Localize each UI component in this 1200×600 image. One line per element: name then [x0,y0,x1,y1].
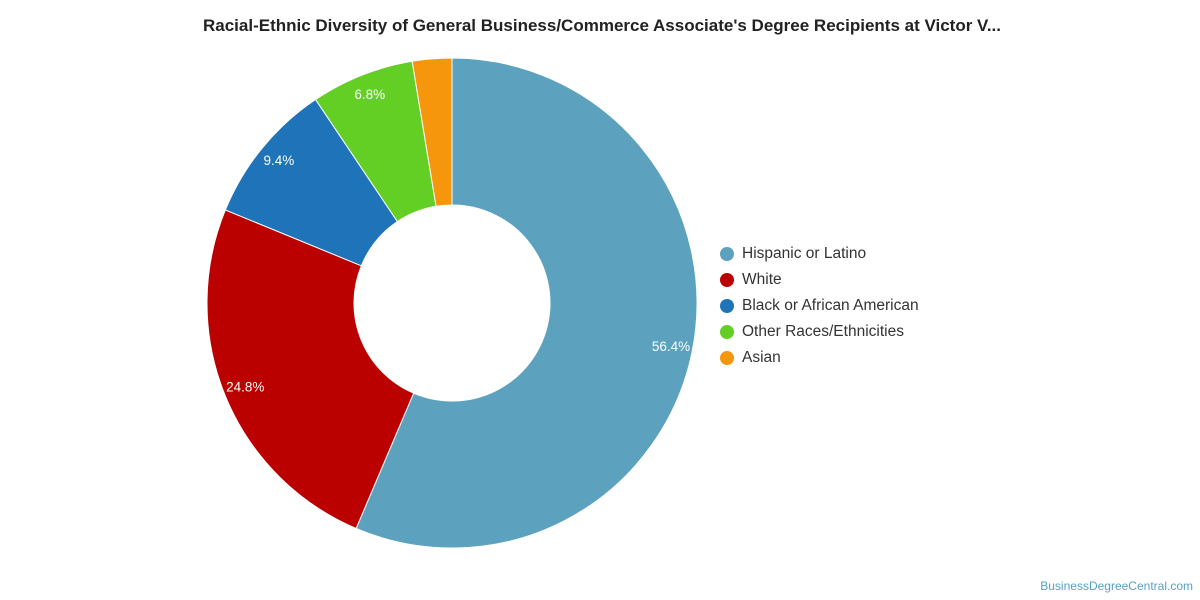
chart-title: Racial-Ethnic Diversity of General Busin… [202,16,1001,35]
source-credit-link[interactable]: BusinessDegreeCentral.com [1040,579,1193,593]
slice-label-white: 24.8% [226,379,264,394]
legend-label: White [742,271,782,288]
slice-label-other-races-ethnicities: 6.8% [354,87,385,102]
legend-item-black-or-african-american[interactable]: Black or African American [720,293,919,319]
legend-swatch [720,273,734,287]
chart-legend: Hispanic or Latino White Black or African … [720,241,919,371]
legend-label: Black or African American [742,297,919,314]
legend-item-hispanic-or-latino[interactable]: Hispanic or Latino [720,241,919,267]
legend-swatch [720,299,734,313]
legend-swatch [720,247,734,261]
legend-swatch [720,325,734,339]
legend-item-asian[interactable]: Asian [720,345,919,371]
slice-asian[interactable] [411,57,453,207]
slice-label-black-or-african-american: 9.4% [264,153,295,168]
legend-label: Other Races/Ethnicities [742,323,904,340]
slice-white[interactable] [206,209,415,530]
legend-item-other-races-ethnicities[interactable]: Other Races/Ethnicities [720,319,919,345]
legend-label: Asian [742,349,781,366]
legend-item-white[interactable]: White [720,267,919,293]
legend-label: Hispanic or Latino [742,245,867,262]
slice-hispanic-or-latino[interactable] [355,57,698,549]
slice-label-hispanic-or-latino: 56.4% [652,339,690,354]
legend-swatch [720,351,734,365]
